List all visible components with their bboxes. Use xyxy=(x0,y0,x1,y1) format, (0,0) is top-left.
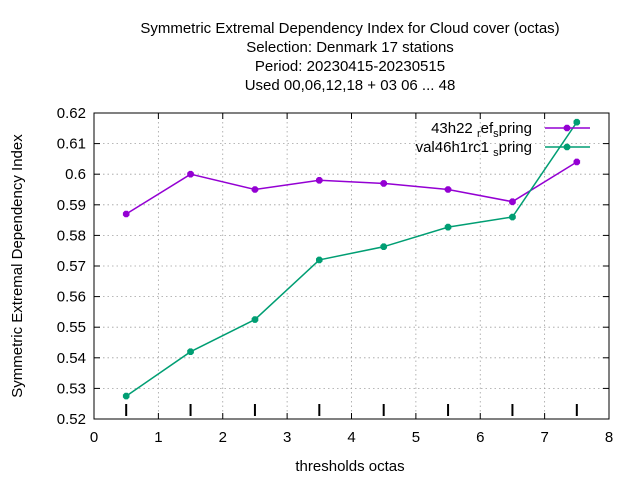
data-point xyxy=(573,158,581,166)
series-val46h1rc1_spring xyxy=(122,118,581,400)
data-point xyxy=(563,124,571,132)
y-tick-label: 0.55 xyxy=(57,319,86,336)
series-line xyxy=(125,121,578,397)
x-tick-label: 3 xyxy=(283,429,291,446)
data-point xyxy=(563,143,571,151)
chart-title: Symmetric Extremal Dependency Index for … xyxy=(140,20,559,94)
x-tick-label: 6 xyxy=(476,429,484,446)
x-tick-label: 2 xyxy=(219,429,227,446)
data-point xyxy=(122,210,130,218)
data-point xyxy=(316,256,323,264)
data-point xyxy=(187,170,194,178)
y-axis-label: Symmetric Extremal Dependency Index xyxy=(9,134,26,398)
title-line-4: Used 00,06,12,18 + 03 06 ... 48 xyxy=(245,77,456,94)
x-tick-label: 4 xyxy=(347,429,355,446)
data-point xyxy=(251,316,259,323)
data-point xyxy=(251,186,259,193)
data-point xyxy=(316,177,323,184)
legend-subscript: s xyxy=(493,128,499,140)
data-point xyxy=(509,213,516,221)
data-point xyxy=(444,186,452,193)
legend-text: ef xyxy=(481,120,494,137)
y-tick-label: 0.58 xyxy=(57,227,86,244)
legend-label: val46h1rc1 spring xyxy=(416,139,532,159)
data-point xyxy=(573,118,581,126)
data-point xyxy=(187,348,194,355)
legend-text: pring xyxy=(499,120,532,137)
y-tick-label: 0.56 xyxy=(57,289,86,306)
data-point xyxy=(509,198,516,206)
grid xyxy=(94,113,609,419)
legend-text: val46h1rc1 xyxy=(416,139,494,156)
title-line-3: Period: 20230415-20230515 xyxy=(255,58,445,75)
data-point xyxy=(380,243,387,250)
y-tick-label: 0.6 xyxy=(65,166,86,183)
series-line xyxy=(125,161,578,215)
data-point xyxy=(380,180,387,187)
x-axis-label: thresholds octas xyxy=(295,458,404,475)
y-tick-label: 0.52 xyxy=(57,411,86,428)
x-tick-label: 8 xyxy=(605,429,613,446)
legend-text: pring xyxy=(499,139,532,156)
legend-text: 43h22 xyxy=(431,120,477,137)
axis-ticks: 0 1 2 3 4 5 6 7 8 0.52 0.53 0.54 0.55 0.56 0.57 0.58 0.5… xyxy=(57,105,613,446)
y-tick-label: 0.54 xyxy=(57,350,86,367)
title-line-2: Selection: Denmark 17 stations xyxy=(246,39,454,56)
legend-subscript: r xyxy=(477,128,481,140)
x-tick-label: 7 xyxy=(540,429,548,446)
series-43h22_ref_spring xyxy=(122,158,581,218)
legend-entry: val46h1rc1 spring xyxy=(416,139,590,159)
y-tick-label: 0.62 xyxy=(57,105,86,122)
y-tick-label: 0.61 xyxy=(57,136,86,153)
title-line-1: Symmetric Extremal Dependency Index for … xyxy=(140,20,559,37)
threshold-markers xyxy=(125,404,578,416)
x-tick-label: 0 xyxy=(90,429,98,446)
series xyxy=(122,118,581,400)
y-tick-label: 0.53 xyxy=(57,380,86,397)
y-tick-label: 0.59 xyxy=(57,197,86,214)
data-point xyxy=(444,223,452,231)
legend-label: 43h22 refspring xyxy=(431,120,532,140)
legend-entry: 43h22 refspring xyxy=(431,120,590,140)
legend-subscript: s xyxy=(493,147,499,159)
data-point xyxy=(122,392,130,400)
x-tick-label: 1 xyxy=(154,429,162,446)
y-tick-label: 0.57 xyxy=(57,258,86,275)
x-tick-label: 5 xyxy=(412,429,420,446)
